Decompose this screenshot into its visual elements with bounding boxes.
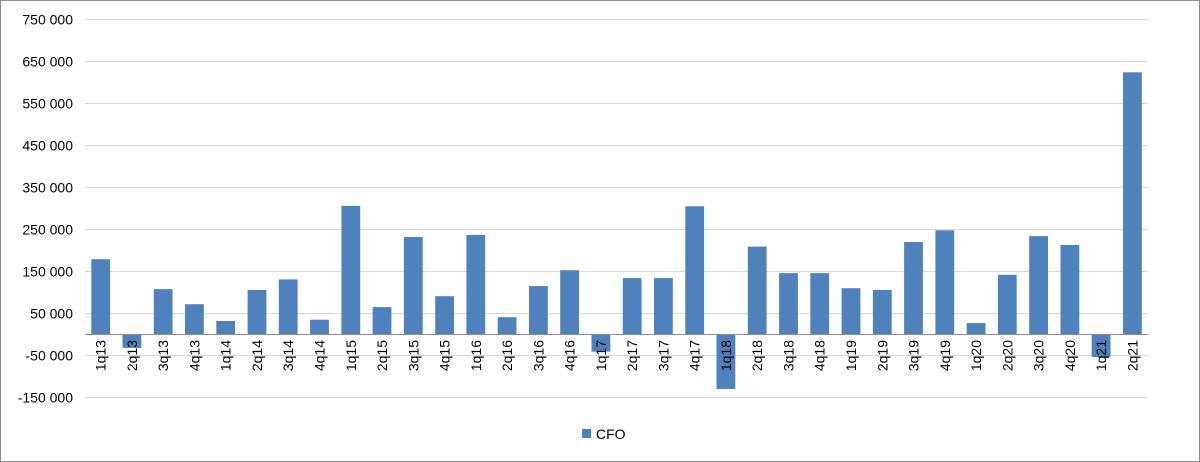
bar-1q20	[966, 323, 986, 334]
x-category-label: 2q15	[374, 340, 390, 371]
x-category-label: 1q20	[968, 340, 984, 371]
bar-3q18	[779, 273, 798, 334]
x-category-label: 2q21	[1124, 340, 1140, 371]
bar-3q15	[403, 237, 423, 334]
bar-2q14	[247, 289, 267, 334]
bar-1q17	[591, 334, 611, 352]
x-category-label: 4q20	[1062, 340, 1078, 371]
x-category-label: 4q13	[186, 340, 202, 371]
bar-2q15	[372, 307, 392, 334]
bar-2q19	[872, 289, 892, 334]
gridlines	[85, 19, 1148, 398]
bar-2q17	[622, 278, 642, 334]
y-tick-label: -150 000	[18, 390, 73, 406]
x-category-label: 4q18	[812, 340, 828, 371]
x-category-label: 2q19	[874, 340, 890, 371]
y-tick-label: 350 000	[22, 180, 73, 196]
x-category-label: 4q14	[312, 340, 328, 371]
x-category-label: 3q15	[405, 340, 421, 371]
x-category-label: 2q13	[124, 340, 140, 371]
bar-1q15	[341, 205, 361, 334]
x-category-label: 3q19	[906, 340, 922, 371]
bar-1q19	[841, 288, 861, 334]
legend-label-cfo: CFO	[596, 426, 626, 442]
x-category-label: 1q19	[843, 340, 859, 371]
y-tick-label: 150 000	[22, 264, 73, 280]
bar-4q20	[1060, 245, 1080, 334]
bar-3q14	[278, 279, 298, 334]
x-category-label: 2q18	[749, 340, 765, 371]
bar-3q16	[529, 286, 548, 334]
x-category-label: 2q20	[999, 340, 1015, 371]
x-category-label: 1q18	[718, 340, 734, 371]
bar-4q15	[435, 296, 454, 334]
x-category-label: 3q13	[155, 340, 171, 371]
x-category-label: 1q14	[218, 340, 234, 371]
bar-3q17	[654, 278, 673, 334]
x-category-label: 3q14	[280, 340, 296, 371]
bar-4q13	[185, 304, 204, 334]
x-category-label: 2q16	[499, 340, 515, 371]
bar-2q21	[1123, 72, 1142, 335]
bar-3q19	[904, 242, 923, 334]
x-category-label: 4q17	[687, 340, 703, 371]
x-category-label: 1q17	[593, 340, 609, 371]
y-tick-label: 750 000	[22, 12, 73, 28]
x-category-label: 3q18	[781, 340, 797, 371]
y-tick-label: 550 000	[22, 96, 73, 112]
bar-1q16	[466, 234, 486, 334]
y-tick-label: 50 000	[30, 306, 73, 322]
bar-1q14	[216, 321, 236, 334]
x-category-label: 1q16	[468, 340, 484, 371]
x-category-label: 4q16	[562, 340, 578, 371]
bar-1q13	[91, 259, 111, 334]
bar-2q13	[122, 334, 142, 348]
x-category-label: 2q14	[249, 340, 265, 371]
legend: CFO	[582, 426, 626, 442]
bar-2q20	[997, 274, 1017, 334]
x-category-label: 3q17	[655, 340, 671, 371]
y-tick-label: -50 000	[26, 348, 74, 364]
bar-4q18	[810, 273, 830, 334]
bar-4q16	[560, 270, 579, 334]
x-category-label: 3q20	[1031, 340, 1047, 371]
bar-2q18	[747, 246, 767, 334]
x-category-label: 2q17	[624, 340, 640, 371]
legend-swatch-cfo	[582, 429, 591, 438]
y-tick-label: 650 000	[22, 54, 73, 70]
bar-2q16	[497, 317, 517, 334]
bar-3q20	[1029, 236, 1048, 334]
bar-4q14	[310, 319, 329, 334]
x-category-label: 4q19	[937, 340, 953, 371]
bars	[91, 72, 1142, 389]
bar-4q17	[685, 206, 705, 334]
x-category-label: 4q15	[437, 340, 453, 371]
bar-4q19	[935, 230, 955, 334]
y-tick-label: 250 000	[22, 222, 73, 238]
bar-3q13	[153, 289, 173, 334]
x-category-label: 1q21	[1093, 340, 1109, 371]
x-category-label: 1q15	[343, 340, 359, 371]
x-category-label: 1q13	[93, 340, 109, 371]
x-axis-categories: 1q13 2q13 3q13 4q13 1q14 2q14 3q14 4q14 1q15 2q15…	[93, 340, 1141, 371]
x-category-label: 3q16	[530, 340, 546, 371]
bar-1q21	[1091, 334, 1111, 358]
y-axis-ticks: 750 000 650 000 550 000 450 000 350 000 250 0…	[18, 12, 73, 406]
bar-1q18	[716, 334, 736, 389]
y-tick-label: 450 000	[22, 138, 73, 154]
